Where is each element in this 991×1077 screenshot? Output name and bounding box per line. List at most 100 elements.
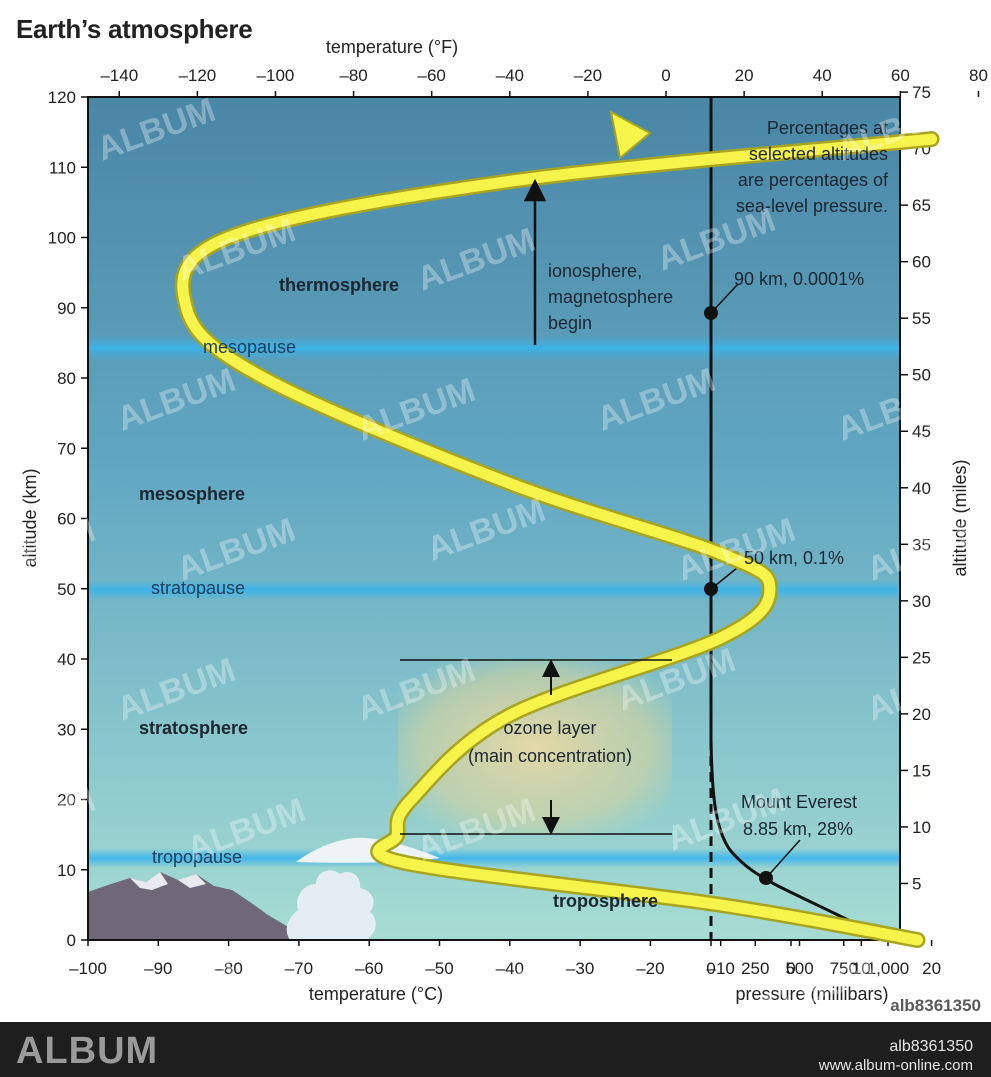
- ionosphere-label-line3: begin: [548, 313, 592, 333]
- celsius-tick-label: –90: [144, 959, 172, 978]
- mile-tick-label: 25: [912, 648, 931, 667]
- top-tick-label: 40: [813, 66, 832, 85]
- mile-tick-label: 50: [912, 366, 931, 385]
- stratosphere-label: stratosphere: [139, 718, 248, 738]
- cloud-illustration: [286, 870, 376, 940]
- km-tick-label: 100: [48, 229, 76, 248]
- mile-tick-label: 20: [912, 705, 931, 724]
- pressure-tick-label: 250: [741, 959, 769, 978]
- celsius-tick-label: 10: [852, 959, 871, 978]
- everest-name-label: Mount Everest: [741, 792, 857, 812]
- stratopause-label: stratopause: [151, 578, 245, 598]
- km-tick-label: 30: [57, 720, 76, 739]
- stratopause-band: [88, 580, 900, 600]
- watermark-text: ALBUM: [0, 781, 100, 859]
- ozone-shading: [398, 660, 672, 835]
- watermark-text: ALBUM: [0, 511, 100, 589]
- temperature-arrowhead: [609, 110, 652, 160]
- corner-image-code: alb8361350: [890, 996, 981, 1015]
- celsius-tick-label: –10: [707, 959, 735, 978]
- celsius-tick-label: –30: [566, 959, 594, 978]
- pressure-note-line2: selected altitudes: [749, 144, 888, 164]
- pressure-note-line3: are percentages of: [738, 170, 889, 190]
- tropopause-label: tropopause: [152, 847, 242, 867]
- mile-tick-label: 10: [912, 818, 931, 837]
- celsius-tick-label: –100: [69, 959, 107, 978]
- top-tick-label: –60: [418, 66, 446, 85]
- mile-tick-label: 35: [912, 535, 931, 554]
- top-tick-label: –80: [339, 66, 367, 85]
- pressure-tick-label: 1,000: [867, 959, 910, 978]
- leader-everest: [765, 839, 801, 879]
- mile-tick-label: 75: [912, 83, 931, 102]
- ozone-label-line2: (main concentration): [468, 746, 632, 766]
- top-tick-label: 80: [969, 66, 988, 85]
- troposphere-label: troposphere: [553, 891, 658, 911]
- pressure-note-line1: Percentages at: [767, 118, 888, 138]
- km-tick-label: 120: [48, 88, 76, 107]
- mile-tick-label: 65: [912, 196, 931, 215]
- bottom-celsius-axis: –100–90–80–70–60–50–40–30–20–100102030: [69, 940, 941, 978]
- top-tick-label: 0: [661, 66, 670, 85]
- footer-image-code: alb8361350: [889, 1038, 973, 1055]
- pressure-tick-label: 500: [785, 959, 813, 978]
- km-tick-label: 40: [57, 650, 76, 669]
- footer-bar: ALBUM alb8361350 www.album-online.com: [0, 1022, 991, 1077]
- top-tick-label: 20: [735, 66, 754, 85]
- mile-tick-label: 40: [912, 479, 931, 498]
- mesosphere-label: mesosphere: [139, 484, 245, 504]
- km-tick-label: 60: [57, 510, 76, 529]
- watermark-text: ALBUM: [752, 951, 880, 1022]
- mile-tick-label: 15: [912, 761, 931, 780]
- km-tick-label: 0: [67, 931, 76, 950]
- km-tick-label: 110: [49, 158, 76, 177]
- left-altitude-km-axis: 0 10 20 30 40 50 60 70 80 90 100 110 120: [48, 88, 88, 950]
- celsius-tick-label: 20: [922, 959, 941, 978]
- bottom-pressure-axis: 0 250 500 750 1,000: [706, 940, 909, 978]
- footer-site-url[interactable]: www.album-online.com: [818, 1057, 973, 1074]
- ionosphere-label-line2: magnetosphere: [548, 287, 673, 307]
- mountain-snow: [130, 872, 206, 890]
- top-axis-title: temperature (°F): [326, 37, 458, 57]
- top-tick-label: –40: [496, 66, 524, 85]
- celsius-tick-label: –70: [285, 959, 313, 978]
- km-tick-label: 10: [57, 861, 76, 880]
- pressure-label-90km: 90 km, 0.0001%: [734, 269, 864, 289]
- page-title: Earth’s atmosphere: [16, 14, 253, 44]
- celsius-tick-label: 0: [786, 959, 795, 978]
- km-tick-label: 50: [57, 580, 76, 599]
- pressure-note-line4: sea-level pressure.: [736, 196, 888, 216]
- top-fahrenheit-axis: –140 –120 –100 –80 –60 –40 –20 0 20 40 60 80: [100, 66, 988, 97]
- celsius-tick-label: –60: [355, 959, 383, 978]
- tropopause-band: [88, 848, 900, 868]
- bottom-celsius-title: temperature (°C): [309, 984, 443, 1004]
- celsius-tick-label: –50: [425, 959, 453, 978]
- atmosphere-diagram: –140 –120 –100 –80 –60 –40 –20 0 20 40 60 80 –100 –9…: [0, 37, 988, 1022]
- right-axis-title: altitude (miles): [950, 459, 970, 576]
- pressure-tick-label: 750: [830, 959, 858, 978]
- footer-brand-logo: ALBUM: [16, 1030, 159, 1072]
- bottom-pressure-title: pressure (millibars): [735, 984, 888, 1004]
- pressure-label-50km: 50 km, 0.1%: [744, 548, 844, 568]
- top-tick-label: –20: [574, 66, 602, 85]
- ionosphere-label-line1: ionosphere,: [548, 261, 642, 281]
- watermark-text: ALBUM: [112, 951, 240, 1022]
- km-tick-label: 70: [57, 439, 76, 458]
- mile-tick-label: 30: [912, 592, 931, 611]
- top-tick-label: –120: [178, 66, 216, 85]
- left-axis-title: altitude (km): [20, 468, 40, 567]
- celsius-tick-label: –40: [496, 959, 524, 978]
- celsius-tick-label: –20: [636, 959, 664, 978]
- top-tick-label: 60: [891, 66, 910, 85]
- leader-90km: [710, 283, 739, 314]
- pressure-tick-label: 0: [706, 959, 715, 978]
- mile-tick-label: 45: [912, 422, 931, 441]
- mesopause-label: mesopause: [203, 337, 296, 357]
- mile-tick-label: 60: [912, 253, 931, 272]
- pressure-curve: [709, 739, 889, 942]
- thermosphere-label: thermosphere: [279, 275, 399, 295]
- everest-value-label: 8.85 km, 28%: [743, 819, 853, 839]
- top-tick-label: –100: [257, 66, 295, 85]
- temperature-curve: [177, 133, 938, 946]
